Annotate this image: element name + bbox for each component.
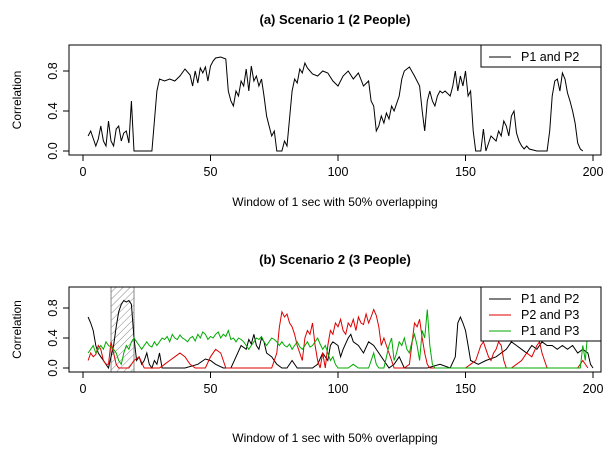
chart-title: (a) Scenario 1 (2 People) [260,12,411,27]
series-line-1 [87,56,584,152]
legend-label: P1 and P3 [521,324,579,338]
series-line-1 [87,299,594,370]
y-axis-label: Correlation [10,300,24,359]
x-tick-label: 150 [455,382,476,396]
legend-label: P2 and P3 [521,308,579,322]
chart-panel-1: (a) Scenario 1 (2 People) 0 50 100 150 200 0.0… [10,12,603,209]
legend-box [480,286,602,342]
x-axis-label: Window of 1 sec with 50% overlapping [232,431,437,445]
y-tick-label: 0.0 [46,142,60,159]
x-tick-label: 100 [328,382,349,396]
x-axis-label: Window of 1 sec with 50% overlapping [232,195,437,209]
x-tick-label: 50 [204,165,218,179]
y-tick-label: 0.0 [46,359,60,376]
x-tick-label: 150 [455,165,476,179]
y-tick-label: 0.8 [46,62,60,79]
chart-title: (b) Scenario 2 (3 People) [259,252,411,267]
legend: P1 and P2 P2 and P3 P1 and P3 [480,286,602,342]
x-tick-label: 0 [80,382,87,396]
y-tick-label: 0.8 [46,299,60,316]
x-tick-label: 100 [328,165,349,179]
x-tick-label: 50 [204,382,218,396]
legend-label: P1 and P2 [521,292,579,306]
legend: P1 and P2 [480,44,602,68]
legend-box [480,44,602,68]
y-axis-label: Correlation [10,71,24,130]
x-tick-label: 0 [80,165,87,179]
y-tick-label: 0.4 [46,102,60,119]
y-tick-label: 0.4 [46,329,60,346]
chart-panel-2: (b) Scenario 2 (3 People) 0 50 100 150 200 0.0… [10,252,603,445]
legend-label: P1 and P2 [521,50,579,64]
series-line-3 [87,309,594,369]
x-tick-label: 200 [583,165,604,179]
x-tick-label: 200 [583,382,604,396]
series-line-2 [87,308,589,369]
